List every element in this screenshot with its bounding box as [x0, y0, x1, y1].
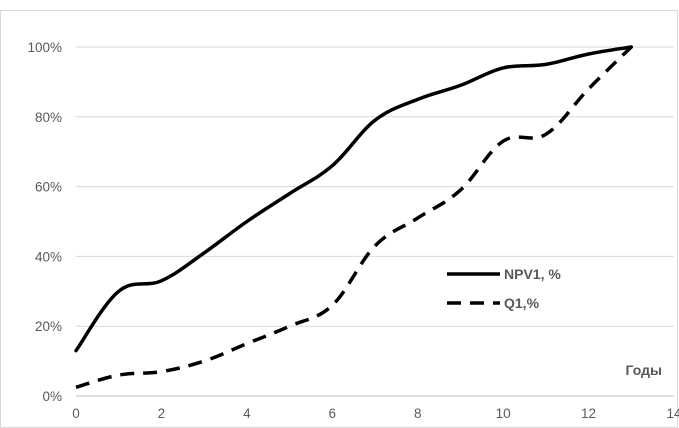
x-axis-ticks: 0 2 4 6 8 10 12 14 [72, 406, 679, 421]
x-tick-label: 2 [158, 406, 166, 421]
x-tick-label: 14 [666, 406, 679, 421]
legend-label-2: Q1,% [504, 295, 540, 311]
y-tick-label: 80% [35, 110, 62, 125]
x-tick-label: 0 [72, 406, 80, 421]
grid-lines [76, 46, 674, 327]
y-tick-label: 100% [27, 40, 62, 55]
series-lines [74, 45, 634, 389]
x-tick-label: 12 [581, 406, 596, 421]
x-tick-label: 8 [414, 406, 422, 421]
y-tick-label: 20% [35, 319, 62, 334]
chart-border [0, 10, 678, 428]
legend-label-1: NPV1, % [504, 266, 561, 282]
x-tick-label: 4 [243, 406, 251, 421]
y-tick-label: 40% [35, 249, 62, 264]
x-tick-label: 10 [496, 406, 511, 421]
legend: NPV1, % Q1,% [447, 266, 561, 311]
x-tick-label: 6 [329, 406, 337, 421]
y-axis-ticks: 0% 20% 40% 60% 80% 100% [27, 40, 62, 404]
y-tick-label: 0% [42, 389, 62, 404]
series-line-1 [74, 45, 634, 353]
x-axis-title: Годы [626, 362, 662, 378]
series-line-2 [75, 45, 633, 389]
y-tick-label: 60% [35, 180, 62, 195]
